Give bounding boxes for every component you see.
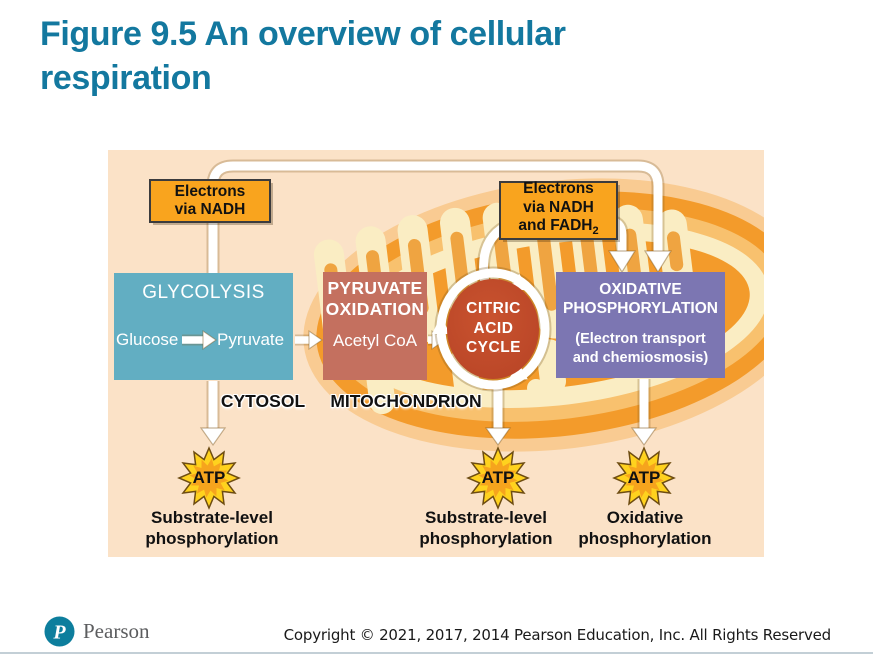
arrowhead-to-atp [484, 427, 512, 447]
process-boxes [114, 179, 725, 380]
citric-cycle-ring [432, 266, 552, 392]
arrowhead-glucose-pyruvate [202, 329, 217, 351]
svg-text:P: P [52, 622, 66, 644]
page-title-line1: Figure 9.5 An overview of cellular [40, 15, 566, 53]
crista-tip [527, 379, 545, 397]
footer: P Pearson Copyright © 2021, 2017, 2014 P… [0, 609, 873, 661]
arrowhead-to-oxphos [643, 250, 673, 274]
arrowhead-to-oxphos [607, 250, 637, 274]
page-title: Figure 9.5 An overview of cellular respi… [40, 12, 820, 100]
cellular-respiration-artwork [114, 159, 764, 510]
pearson-brand: P Pearson [44, 616, 150, 647]
pyruvate-oxidation-box [323, 272, 427, 380]
diagram-panel: Electrons via NADH Electrons via NADH an… [108, 150, 764, 557]
pearson-logo-icon: P [44, 616, 75, 647]
page-title-line2: respiration [40, 59, 212, 97]
slide-bottom-edge [0, 652, 873, 654]
ring-arrowhead [432, 316, 450, 334]
glycolysis-box [114, 273, 293, 380]
electrons-via-nadh-box [149, 179, 271, 223]
arrowhead-pyruvate-acetyl [308, 329, 323, 351]
copyright-text: Copyright © 2021, 2017, 2014 Pearson Edu… [283, 626, 832, 644]
arrowhead-to-atp [199, 427, 227, 447]
citric-cycle-circle [447, 279, 539, 379]
electrons-via-nadh-fadh2-box [499, 181, 618, 240]
ring-arrowhead [507, 363, 528, 381]
arrowhead-to-atp [630, 427, 658, 447]
atp-starbursts [177, 446, 676, 510]
oxidative-phosphorylation-box [556, 272, 725, 378]
pearson-brand-name: Pearson [83, 619, 150, 643]
atp-pipes [206, 379, 651, 431]
